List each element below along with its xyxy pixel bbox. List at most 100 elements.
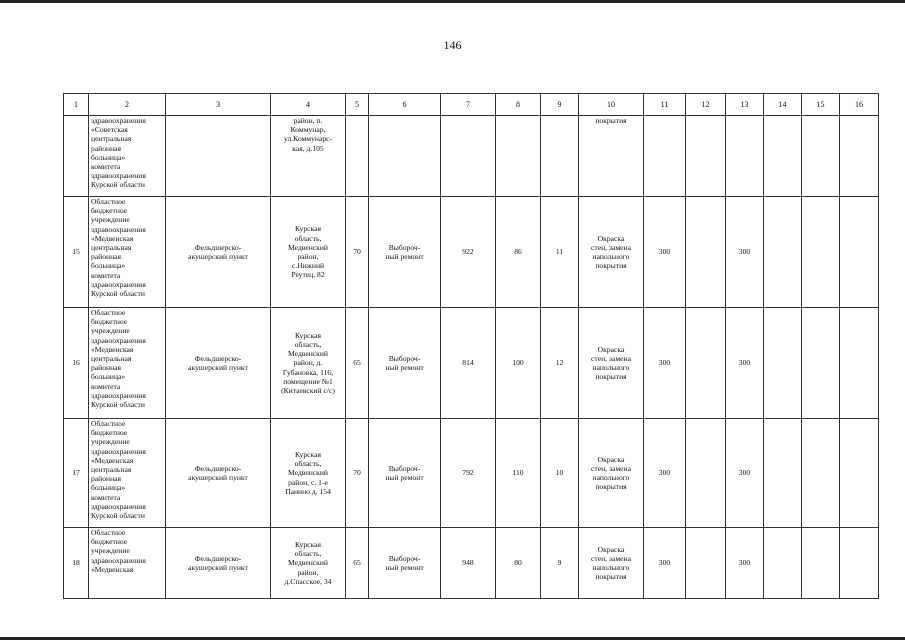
- table-cell: [839, 196, 879, 308]
- table-cell: 65: [345, 307, 369, 419]
- table-cell: 16: [63, 307, 89, 419]
- table-cell: здравоохранения «Советская центральная р…: [88, 115, 166, 197]
- table-cell: [643, 115, 686, 197]
- table-cell: 948: [440, 527, 496, 599]
- table-cell: Окраска стен, замена напольного покрытия: [578, 307, 644, 419]
- table-cell: 300: [725, 418, 764, 528]
- table-cell: 792: [440, 418, 496, 528]
- table-cell: Окраска стен, замена напольного покрытия: [578, 527, 644, 599]
- table-cell: Областное бюджетное учреждение здравоохр…: [88, 307, 166, 419]
- table-cell: [763, 527, 802, 599]
- table-cell: [763, 196, 802, 308]
- table-cell: [685, 115, 726, 197]
- column-header: 6: [368, 93, 441, 116]
- table-cell: [801, 196, 840, 308]
- scan-border-top: [0, 0, 905, 3]
- table-cell: [801, 527, 840, 599]
- table-cell: [540, 115, 579, 197]
- table-cell: [440, 115, 496, 197]
- table-cell: Курская область, Медвенский район, с. 1-…: [270, 418, 346, 528]
- table-cell: [839, 307, 879, 419]
- table-cell: Фельдшерско- акушерский пункт: [165, 307, 271, 419]
- table-cell: Курская область, Медвенский район, д. Гу…: [270, 307, 346, 419]
- table-cell: Областное бюджетное учреждение здравоохр…: [88, 418, 166, 528]
- table-cell: [685, 418, 726, 528]
- table-cell: 17: [63, 418, 89, 528]
- table-cell: [725, 115, 764, 197]
- table-cell: 70: [345, 196, 369, 308]
- table-cell: 70: [345, 418, 369, 528]
- table-cell: 300: [725, 307, 764, 419]
- table-cell: [165, 115, 271, 197]
- column-header: 16: [839, 93, 879, 116]
- column-header: 3: [165, 93, 271, 116]
- table-cell: [763, 307, 802, 419]
- table-cell: Областное бюджетное учреждение здравоохр…: [88, 196, 166, 308]
- table-cell: 100: [495, 307, 541, 419]
- table-cell: [368, 115, 441, 197]
- table-cell: 110: [495, 418, 541, 528]
- table-cell: 9: [540, 527, 579, 599]
- table-cell: 300: [643, 527, 686, 599]
- table-cell: 86: [495, 196, 541, 308]
- column-header: 14: [763, 93, 802, 116]
- table-cell: [763, 115, 802, 197]
- table-cell: Курская область, Медвенский район, с.Ниж…: [270, 196, 346, 308]
- table-cell: 300: [725, 527, 764, 599]
- table-cell: 15: [63, 196, 89, 308]
- page-number: 146: [443, 38, 462, 52]
- table-cell: [685, 196, 726, 308]
- column-header: 5: [345, 93, 369, 116]
- table-cell: Областное бюджетное учреждение здравоохр…: [88, 527, 166, 599]
- table-cell: 12: [540, 307, 579, 419]
- table-cell: [839, 527, 879, 599]
- table-cell: Окраска стен, замена напольного покрытия: [578, 196, 644, 308]
- table-cell: Выбороч- ный ремонт: [368, 418, 441, 528]
- table-cell: 65: [345, 527, 369, 599]
- table-row: здравоохранения «Советская центральная р…: [63, 115, 879, 197]
- table-cell: 300: [643, 418, 686, 528]
- table-cell: Курская область, Медвенский район, д.Спа…: [270, 527, 346, 599]
- table-row: 15 Областное бюджетное учреждение здравоо…: [63, 196, 879, 308]
- column-header: 12: [685, 93, 726, 116]
- table-cell: [801, 418, 840, 528]
- table-cell: 300: [643, 307, 686, 419]
- table-cell: 300: [643, 196, 686, 308]
- table-cell: [801, 307, 840, 419]
- table-cell: район, п. Коммунар, ул.Коммунарс- кая, д…: [270, 115, 346, 197]
- header-row: 1 2 3 4 5 6 7 8 9 10 11 12 13 14 15 16: [63, 93, 879, 116]
- table-cell: Фельдшерско- акушерский пункт: [165, 196, 271, 308]
- table-cell: 18: [63, 527, 89, 599]
- table-cell: покрытия: [578, 115, 644, 197]
- table-cell: 922: [440, 196, 496, 308]
- table-cell: Выбороч- ный ремонт: [368, 527, 441, 599]
- table-row: 18 Областное бюджетное учреждение здравоо…: [63, 527, 879, 599]
- table-cell: 10: [540, 418, 579, 528]
- table-cell: [801, 115, 840, 197]
- table-row: 16 Областное бюджетное учреждение здравоо…: [63, 307, 879, 419]
- table-row: 17 Областное бюджетное учреждение здравоо…: [63, 418, 879, 528]
- table-cell: [685, 307, 726, 419]
- table-cell: Выбороч- ный ремонт: [368, 307, 441, 419]
- column-header: 11: [643, 93, 686, 116]
- column-header: 2: [88, 93, 166, 116]
- column-header: 7: [440, 93, 496, 116]
- scan-border-bottom: [0, 637, 905, 640]
- column-header: 10: [578, 93, 644, 116]
- table-cell: 11: [540, 196, 579, 308]
- column-header: 13: [725, 93, 764, 116]
- table-cell: [63, 115, 89, 197]
- table-cell: [685, 527, 726, 599]
- table-cell: [839, 418, 879, 528]
- table-cell: [345, 115, 369, 197]
- table-cell: 300: [725, 196, 764, 308]
- column-header: 1: [63, 93, 89, 116]
- table-cell: 80: [495, 527, 541, 599]
- column-header: 15: [801, 93, 840, 116]
- column-header: 8: [495, 93, 541, 116]
- table-cell: Фельдшерско- акушерский пункт: [165, 418, 271, 528]
- repair-table: 1 2 3 4 5 6 7 8 9 10 11 12 13 14 15 16 здравоохранения «…: [63, 93, 879, 599]
- table-cell: 814: [440, 307, 496, 419]
- table-cell: [495, 115, 541, 197]
- column-header: 4: [270, 93, 346, 116]
